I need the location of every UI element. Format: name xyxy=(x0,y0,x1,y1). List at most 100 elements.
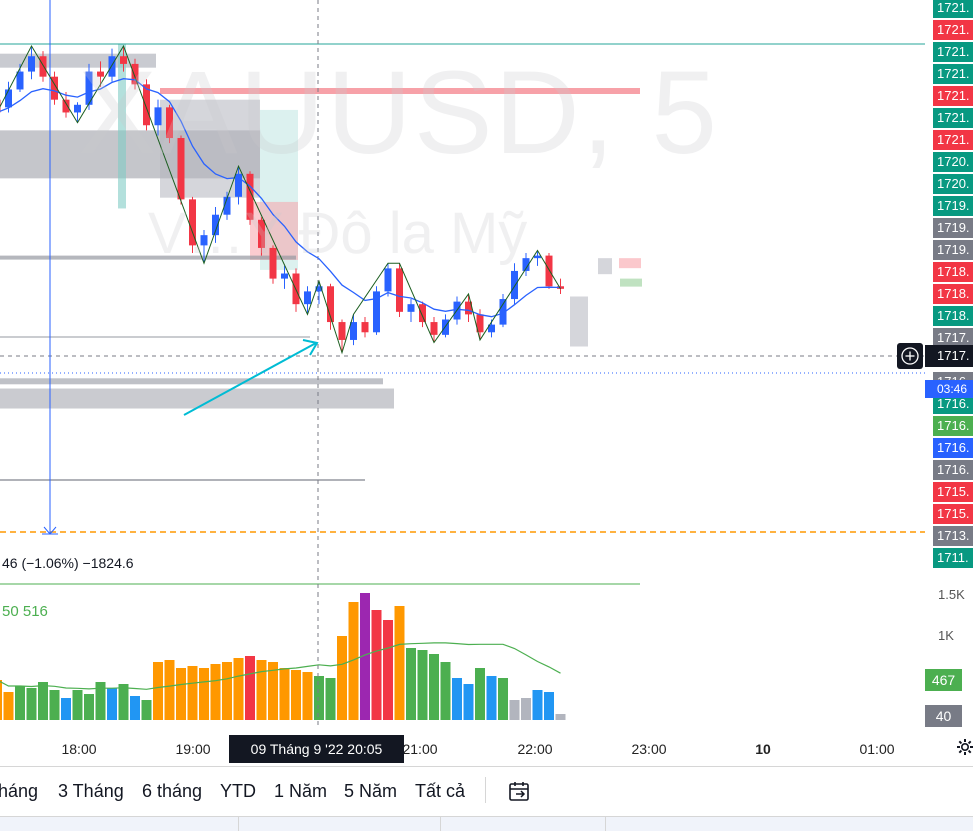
candle-body xyxy=(108,56,116,77)
candle-body xyxy=(499,299,507,325)
strip-separator xyxy=(440,817,441,831)
volume-bar xyxy=(95,682,106,720)
candle-body xyxy=(51,76,58,100)
range-6-months-button[interactable]: 6 tháng xyxy=(142,781,203,801)
candle-body xyxy=(28,56,35,72)
volume-bar xyxy=(72,690,83,720)
candle-body xyxy=(465,301,472,315)
volume-tick-top: 1.5K xyxy=(938,587,965,602)
time-label: 19:00 xyxy=(175,741,211,757)
candle-body xyxy=(315,286,323,292)
volume-bar xyxy=(452,678,462,720)
candle-body xyxy=(373,291,380,333)
volume-bar xyxy=(176,668,186,720)
candle-body xyxy=(258,219,265,248)
volume-bar xyxy=(245,656,255,720)
price-axis-label: 1721. xyxy=(933,20,973,40)
range-all-button[interactable]: Tất cả xyxy=(415,781,466,801)
candle-body xyxy=(154,107,162,126)
candle-body xyxy=(557,286,564,289)
range-toolbar: háng 3 Tháng 6 tháng YTD 1 Năm 5 Năm Tất… xyxy=(0,766,973,817)
candle-body xyxy=(488,324,495,333)
candle-body xyxy=(338,322,346,340)
volume-bar xyxy=(406,648,416,720)
price-axis-label: 1721. xyxy=(933,0,973,18)
volume-bar xyxy=(440,662,451,720)
volume-bar xyxy=(555,714,566,720)
candle-body xyxy=(281,273,288,279)
price-chart-svg[interactable] xyxy=(0,0,925,593)
range-5-years-button[interactable]: 5 Năm xyxy=(344,781,398,801)
zigzag-line xyxy=(0,44,561,355)
time-label: 22:00 xyxy=(517,741,553,757)
volume-bar xyxy=(268,662,278,720)
time-axis[interactable]: 18:00 19:00 21:00 22:00 23:00 10 01:00 xyxy=(0,733,973,765)
volume-bar xyxy=(38,682,48,720)
price-axis-label: 1719. xyxy=(933,218,973,238)
range-ytd-button[interactable]: YTD xyxy=(220,781,256,801)
volume-bar xyxy=(509,700,520,720)
candle-body xyxy=(235,173,242,197)
candle-body xyxy=(166,107,173,139)
volume-chart-svg xyxy=(0,593,566,725)
volume-bar xyxy=(0,680,2,720)
strip-separator xyxy=(605,817,606,831)
candle-body xyxy=(16,71,24,90)
volume-bar xyxy=(130,696,140,720)
volume-pane[interactable]: 50 516 xyxy=(0,593,925,725)
volume-bar xyxy=(486,676,497,720)
candle-body xyxy=(384,268,392,292)
volume-bar xyxy=(118,684,129,720)
volume-bar xyxy=(394,606,405,720)
zone-box xyxy=(570,296,588,347)
price-axis-label: 1715. xyxy=(933,504,973,524)
price-axis-label: 1721. xyxy=(933,108,973,128)
volume-bar xyxy=(15,686,25,720)
price-axis-label: 1718. xyxy=(933,306,973,326)
candle-body xyxy=(246,173,254,220)
price-chart[interactable]: XAUUSD, 5 V…Y Đô la Mỹ 46 (−1.06%) −1824… xyxy=(0,0,925,593)
zone-box xyxy=(0,388,394,409)
candle-body xyxy=(511,270,518,300)
candle-body xyxy=(350,322,357,340)
candle-body xyxy=(476,314,484,333)
range-1-year-button[interactable]: 1 Năm xyxy=(274,781,328,801)
price-axis-label: 1717. xyxy=(933,328,973,348)
strip-separator xyxy=(238,817,239,831)
volume-bar xyxy=(141,700,152,720)
zone-box xyxy=(619,258,641,269)
candle-body xyxy=(269,247,277,279)
volume-bar xyxy=(3,692,14,720)
candle-body xyxy=(5,89,12,108)
current-price-label: 1717. xyxy=(925,345,973,367)
candle-body xyxy=(223,196,231,215)
volume-ma-line xyxy=(0,642,561,690)
price-axis-label: 1713. xyxy=(933,526,973,546)
candle-body xyxy=(85,71,93,105)
price-axis-label: 1716. xyxy=(933,438,973,458)
volume-bar xyxy=(164,660,175,720)
price-axis-label: 1716. xyxy=(933,460,973,480)
volume-bar xyxy=(26,688,37,720)
add-alert-button[interactable] xyxy=(897,343,923,369)
candle-body xyxy=(419,304,426,323)
volume-bar xyxy=(348,602,359,720)
price-axis-label: 1718. xyxy=(933,284,973,304)
range-3-months-button[interactable]: 3 Tháng xyxy=(58,781,124,801)
volume-axis[interactable]: 1.5K 1K 467 40 xyxy=(925,587,973,727)
candle-body xyxy=(522,258,530,271)
calendar-goto-icon[interactable] xyxy=(507,779,531,803)
gear-icon[interactable] xyxy=(956,738,973,756)
candle-body xyxy=(177,138,185,200)
price-axis-label: 1715. xyxy=(933,482,973,502)
range-1-month-button[interactable]: háng xyxy=(0,781,39,801)
volume-tick-mid: 1K xyxy=(938,628,954,643)
volume-bar xyxy=(84,694,94,720)
volume-bar xyxy=(417,650,428,720)
volume-bar xyxy=(337,636,347,720)
volume-bar xyxy=(210,664,221,720)
volume-bar xyxy=(325,678,336,720)
time-label: 23:00 xyxy=(631,741,667,757)
candle-body xyxy=(131,63,139,85)
price-axis[interactable]: 1721. 1721. 1721. 1721. 1721. 1721. 1721. 1720.… xyxy=(925,0,973,593)
